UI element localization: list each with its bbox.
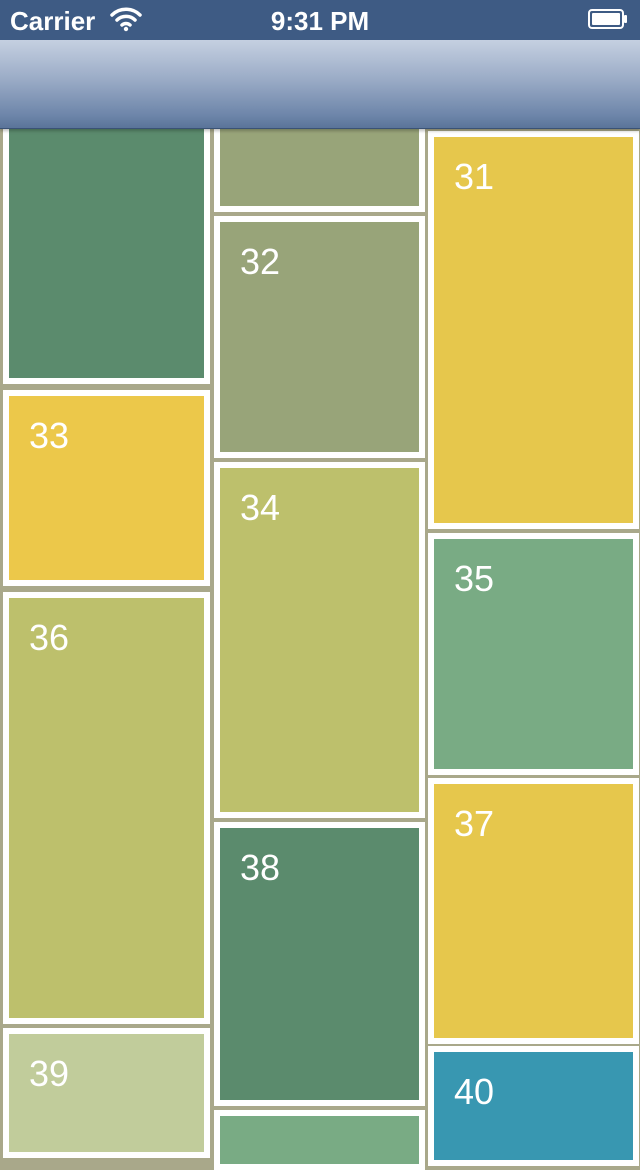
tile-36[interactable]: 36 [3, 592, 210, 1024]
tile-number: 33 [29, 415, 70, 456]
battery-icon [588, 9, 627, 29]
tile-39[interactable]: 39 [3, 1028, 210, 1158]
tile-number: 35 [454, 558, 495, 599]
tile-number: 37 [454, 803, 495, 844]
tile-40[interactable]: 40 [428, 1046, 639, 1166]
tile-33[interactable]: 33 [3, 390, 210, 586]
tile[interactable] [214, 1110, 425, 1170]
tile-35[interactable]: 35 [428, 533, 639, 775]
tile-grid: 33 36 39 32 34 38 31 35 37 40 [3, 100, 639, 1170]
tile-37[interactable]: 37 [428, 778, 639, 1044]
tile-38[interactable]: 38 [214, 822, 425, 1106]
tile-number: 38 [240, 847, 281, 888]
tile[interactable] [3, 110, 210, 384]
status-time: 9:31 PM [270, 6, 370, 36]
wifi-icon [110, 7, 142, 32]
tile-number: 31 [454, 156, 495, 197]
carrier-label: Carrier [10, 6, 96, 36]
tile-number: 40 [454, 1071, 495, 1112]
tile-number: 34 [240, 487, 281, 528]
tile-34[interactable]: 34 [214, 462, 425, 818]
tile-number: 36 [29, 617, 70, 658]
tile-31[interactable]: 31 [428, 131, 639, 529]
tile-32[interactable]: 32 [214, 216, 425, 458]
status-bar: Carrier 9:31 PM [0, 0, 640, 40]
tile-number: 32 [240, 241, 281, 282]
tile-number: 39 [29, 1053, 70, 1094]
navigation-bar [0, 40, 640, 129]
